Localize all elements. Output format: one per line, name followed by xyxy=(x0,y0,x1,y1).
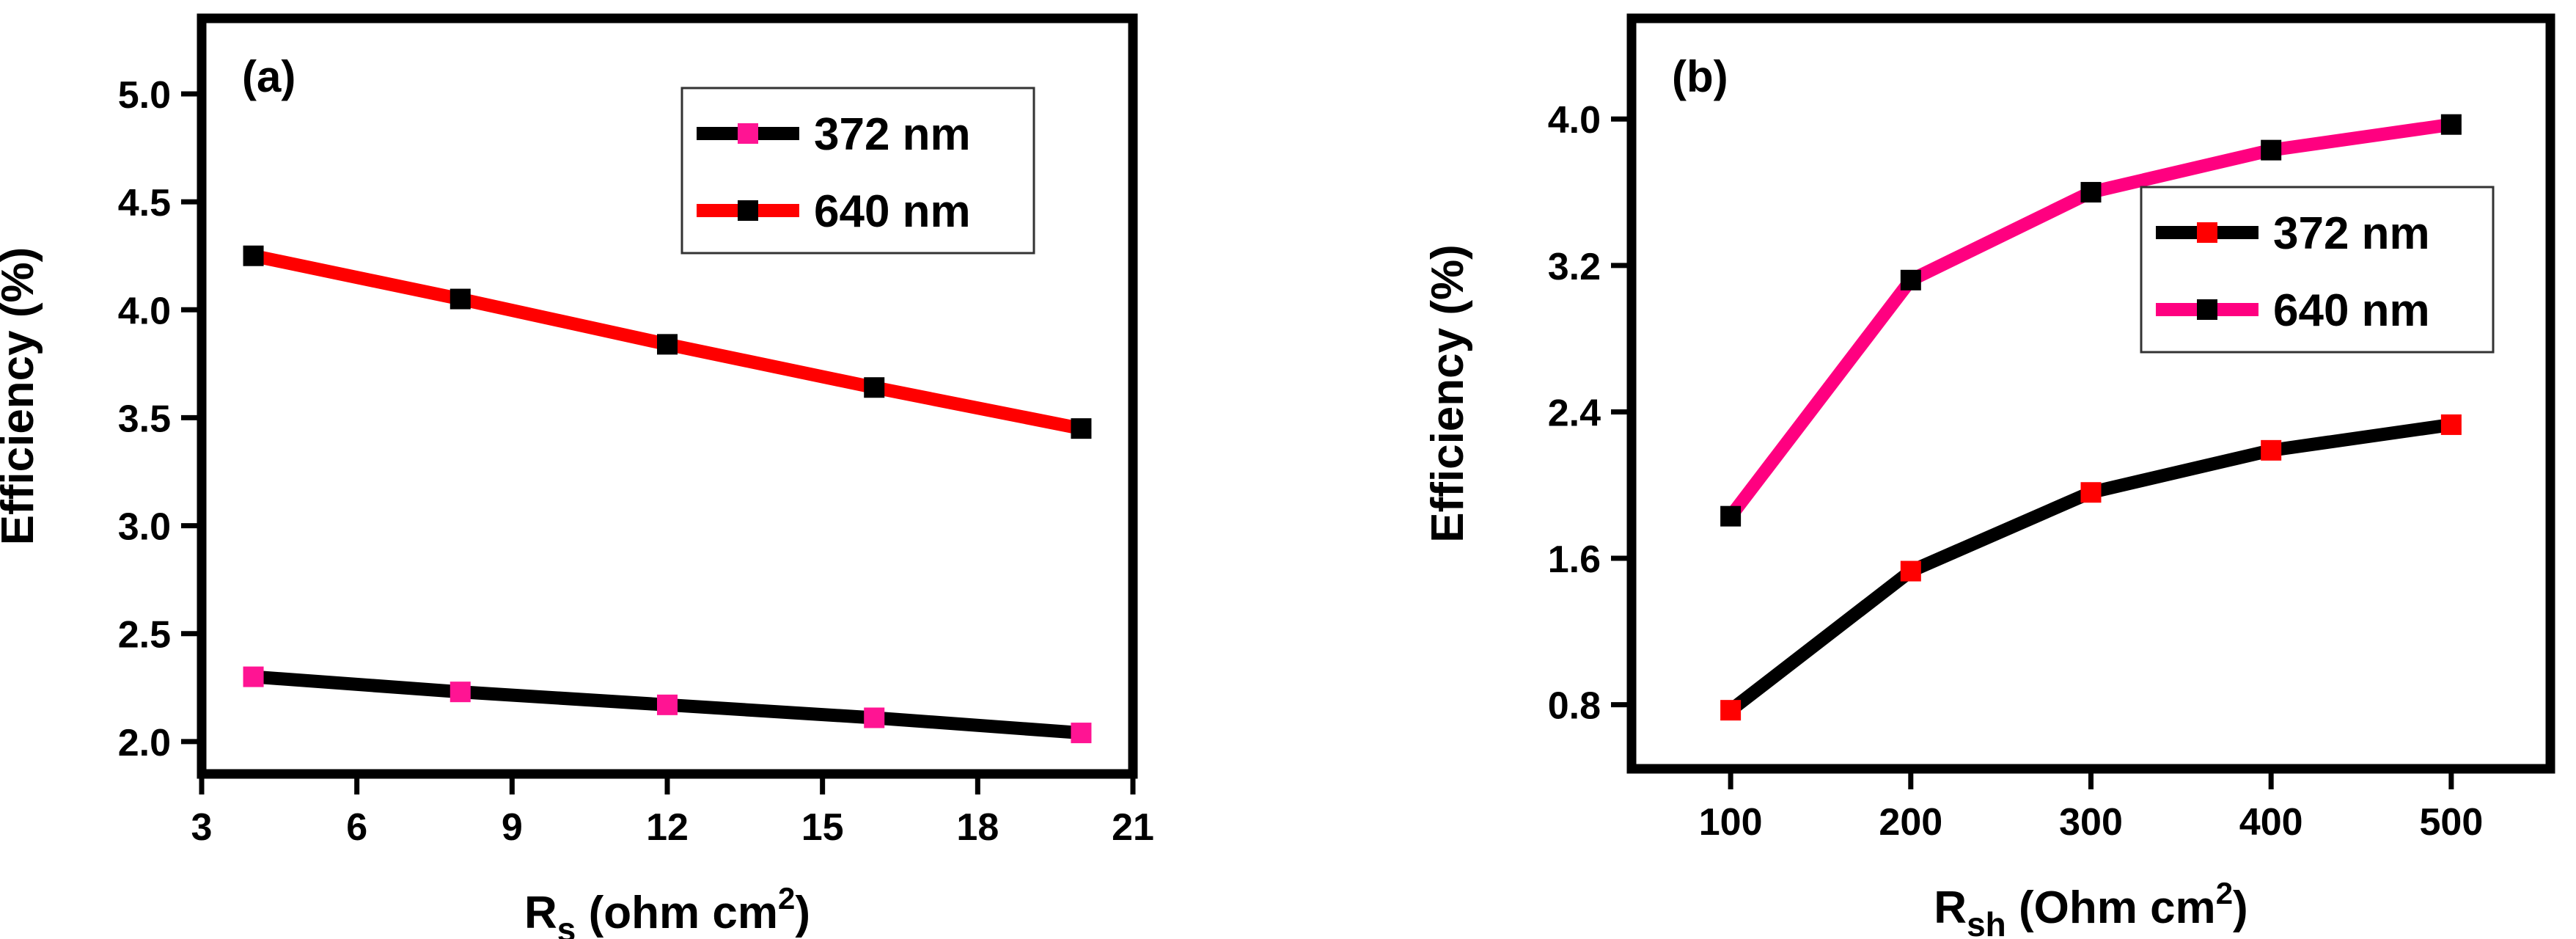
data-point xyxy=(1071,418,1092,439)
x-axis-label-superscript: 2 xyxy=(778,881,795,916)
legend-marker xyxy=(2197,299,2217,320)
data-point xyxy=(1900,269,1921,291)
legend-marker xyxy=(2197,222,2217,243)
x-axis-label: Rs (ohm cm2) xyxy=(524,881,810,939)
series-line-0 xyxy=(1726,418,2453,716)
x-tick-label: 100 xyxy=(1699,801,1763,844)
y-tick-label: 0.8 xyxy=(1548,685,1601,728)
y-tick-label: 4.0 xyxy=(1548,99,1601,142)
panel-label: (a) xyxy=(242,52,296,101)
legend-label: 372 nm xyxy=(814,109,971,160)
data-point xyxy=(2261,439,2282,461)
x-tick-label: 500 xyxy=(2419,801,2483,844)
data-point xyxy=(657,334,678,355)
x-axis-label-main: R xyxy=(1934,883,1967,933)
x-tick-label: 400 xyxy=(2239,801,2303,844)
data-point xyxy=(449,682,471,703)
y-tick-label: 3.2 xyxy=(1548,246,1601,288)
x-axis-label-main: R xyxy=(524,888,557,938)
chart-panel-b: 100 200 300 400 500 0.8 1.6 2.4 3.2 4.0 Efficiency… xyxy=(1423,13,2555,939)
data-point xyxy=(2080,182,2102,203)
x-axis-label-subscript: sh xyxy=(1967,905,2006,939)
y-tick-label: 2.4 xyxy=(1548,392,1601,434)
data-point xyxy=(2261,139,2282,161)
data-point xyxy=(1720,505,1742,527)
y-axis-label: Efficiency (%) xyxy=(0,247,43,546)
legend-marker xyxy=(738,200,758,221)
x-tick-label: 12 xyxy=(646,806,689,849)
y-tick-label: 3.5 xyxy=(118,398,171,440)
x-axis-label-close: ) xyxy=(795,888,810,938)
legend: 372 nm 640 nm xyxy=(2140,186,2495,354)
y-axis-label: Efficiency (%) xyxy=(1423,244,1473,543)
y-tick-label: 2.0 xyxy=(118,722,171,764)
legend-label: 372 nm xyxy=(2273,208,2430,259)
data-point xyxy=(657,694,678,715)
x-tick-label: 6 xyxy=(346,806,367,849)
y-tick-label: 2.5 xyxy=(118,614,171,657)
data-point xyxy=(864,707,885,728)
x-axis-label-subscript: s xyxy=(557,910,576,939)
legend-label: 640 nm xyxy=(814,186,971,237)
data-point xyxy=(864,377,885,398)
x-axis-label: Rsh (Ohm cm2) xyxy=(1934,876,2247,939)
x-axis-label-unit: (Ohm cm xyxy=(2006,883,2216,933)
data-point xyxy=(243,245,264,266)
data-point xyxy=(1900,560,1921,582)
legend-box xyxy=(680,87,1035,255)
x-tick-label: 15 xyxy=(801,806,844,849)
legend-box xyxy=(2140,186,2495,354)
y-tick-label: 5.0 xyxy=(118,74,171,117)
x-axis-label-superscript: 2 xyxy=(2216,876,2233,910)
x-tick-label: 200 xyxy=(1879,801,1942,844)
legend: 372 nm 640 nm xyxy=(680,87,1035,255)
data-point xyxy=(243,666,264,687)
x-tick-label: 3 xyxy=(191,806,213,849)
data-point xyxy=(449,288,471,310)
x-axis-label-close: ) xyxy=(2233,883,2248,933)
y-tick-label: 3.0 xyxy=(118,506,171,549)
chart-panel-a: 3 6 9 12 15 18 21 2.0 2.5 3.0 3.5 4.0 4.5 5.0 Efficien… xyxy=(0,13,1154,939)
x-tick-label: 9 xyxy=(502,806,523,849)
legend-marker xyxy=(738,123,758,144)
x-axis-label-unit: (ohm cm xyxy=(576,888,778,938)
data-point xyxy=(1720,700,1742,721)
y-tick-label: 4.0 xyxy=(118,290,171,332)
x-tick-label: 300 xyxy=(2059,801,2123,844)
panel-label: (b) xyxy=(1672,52,1728,101)
data-point xyxy=(2440,414,2462,435)
y-tick-label: 4.5 xyxy=(118,182,171,224)
legend-label: 640 nm xyxy=(2273,285,2430,336)
x-tick-label: 21 xyxy=(1112,806,1154,849)
data-point xyxy=(1071,723,1092,744)
data-point xyxy=(2440,114,2462,135)
x-tick-label: 18 xyxy=(956,806,999,849)
data-point xyxy=(2080,482,2102,503)
y-tick-label: 1.6 xyxy=(1548,538,1601,581)
